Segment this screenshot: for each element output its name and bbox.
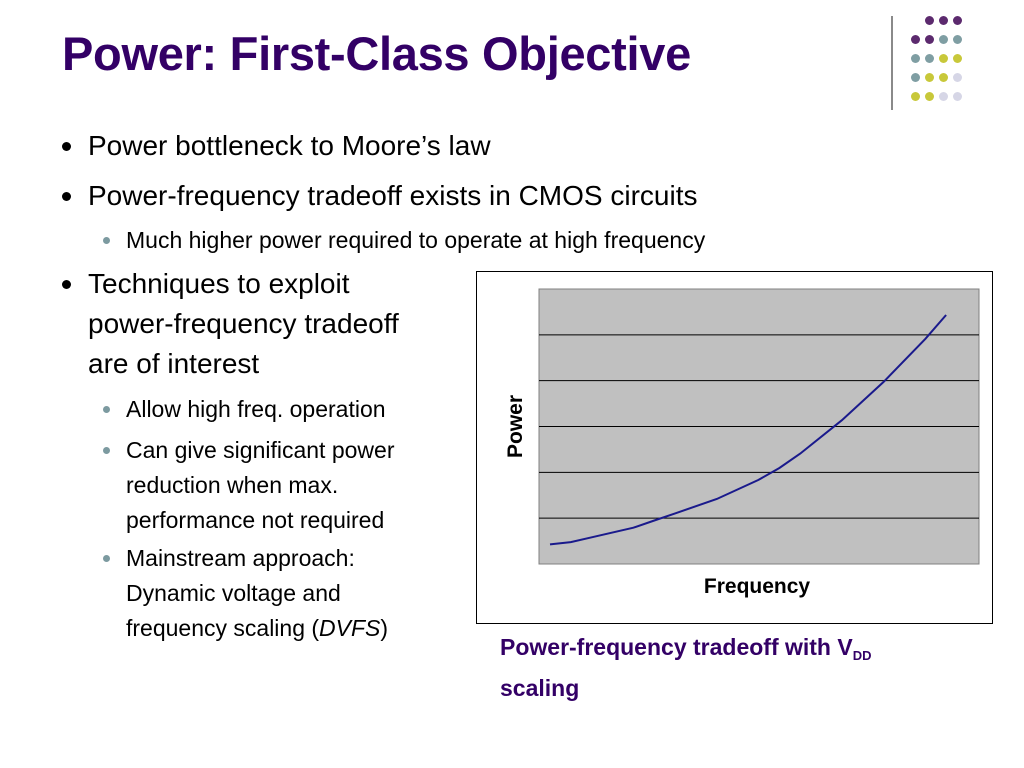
sub-bullet-dvfs: Mainstream approach: Dynamic voltage and… [102, 541, 388, 646]
decor-dot [911, 73, 920, 82]
sub-bullet-text: Allow high freq. operation [126, 396, 386, 422]
decor-dot [911, 54, 920, 63]
caption-subscript: DD [852, 648, 872, 663]
decor-dot [953, 73, 962, 82]
decor-dot [953, 92, 962, 101]
decor-dot [911, 35, 920, 44]
caption-text-line2: scaling [500, 675, 580, 701]
decor-dot [939, 16, 948, 25]
sub-bullet-text-line: frequency scaling (DVFS) [104, 611, 388, 646]
decor-dot [939, 73, 948, 82]
dvfs-suffix: ) [380, 615, 389, 641]
sub-bullet-text-line: Dynamic voltage and [126, 580, 341, 606]
sub-bullet-text-line: Can give significant power [126, 437, 395, 463]
decor-dot [925, 73, 934, 82]
bullet-text-line: Techniques to exploit [88, 268, 350, 299]
sub-bullet-high-freq: Allow high freq. operation [103, 392, 386, 427]
decor-dot [925, 92, 934, 101]
chart-caption: Power-frequency tradeoff with VDD scalin… [500, 631, 980, 704]
sub-bullet-text-line: Mainstream approach: [126, 545, 355, 571]
power-frequency-chart: Power Frequency [476, 271, 993, 624]
power-curve [549, 314, 947, 546]
decor-dot [953, 54, 962, 63]
decor-dot [925, 54, 934, 63]
bullet-text: Power bottleneck to Moore’s law [88, 130, 491, 161]
bullet-power-bottleneck: Power bottleneck to Moore’s law [62, 126, 491, 166]
decor-dot [953, 35, 962, 44]
dvfs-acronym: DVFS [319, 615, 381, 641]
decor-dot [953, 16, 962, 25]
bullet-tradeoff-cmos: Power-frequency tradeoff exists in CMOS … [61, 176, 698, 216]
sub-bullet-higher-power: Much higher power required to operate at… [102, 223, 706, 258]
bullet-text-line: power-frequency tradeoff [88, 308, 399, 339]
dvfs-prefix: frequency scaling ( [126, 615, 320, 641]
y-axis-label: Power [504, 395, 527, 458]
decor-dot [925, 16, 934, 25]
sub-bullet-power-reduction: Can give significant power reduction whe… [102, 433, 395, 538]
bullet-text: Power-frequency tradeoff exists in CMOS … [88, 180, 698, 211]
grid-lines [539, 334, 979, 519]
bullet-text-line: are of interest [88, 348, 260, 379]
decor-dot [911, 92, 920, 101]
caption-text: Power-frequency tradeoff with V [500, 634, 853, 660]
decor-dot [925, 35, 934, 44]
sub-bullet-text: Much higher power required to operate at… [126, 227, 706, 253]
sub-bullet-text-line: performance not required [126, 507, 385, 533]
bullet-techniques: Techniques to exploit power-frequency tr… [62, 264, 399, 384]
title-divider [891, 16, 893, 110]
decor-dot [939, 35, 948, 44]
x-axis-label: Frequency [704, 575, 811, 598]
decor-dot [939, 92, 948, 101]
slide-title: Power: First-Class Objective [62, 27, 691, 80]
sub-bullet-text-line: reduction when max. [126, 472, 339, 498]
chart-svg: Power Frequency [504, 288, 980, 598]
decor-dot [939, 54, 948, 63]
